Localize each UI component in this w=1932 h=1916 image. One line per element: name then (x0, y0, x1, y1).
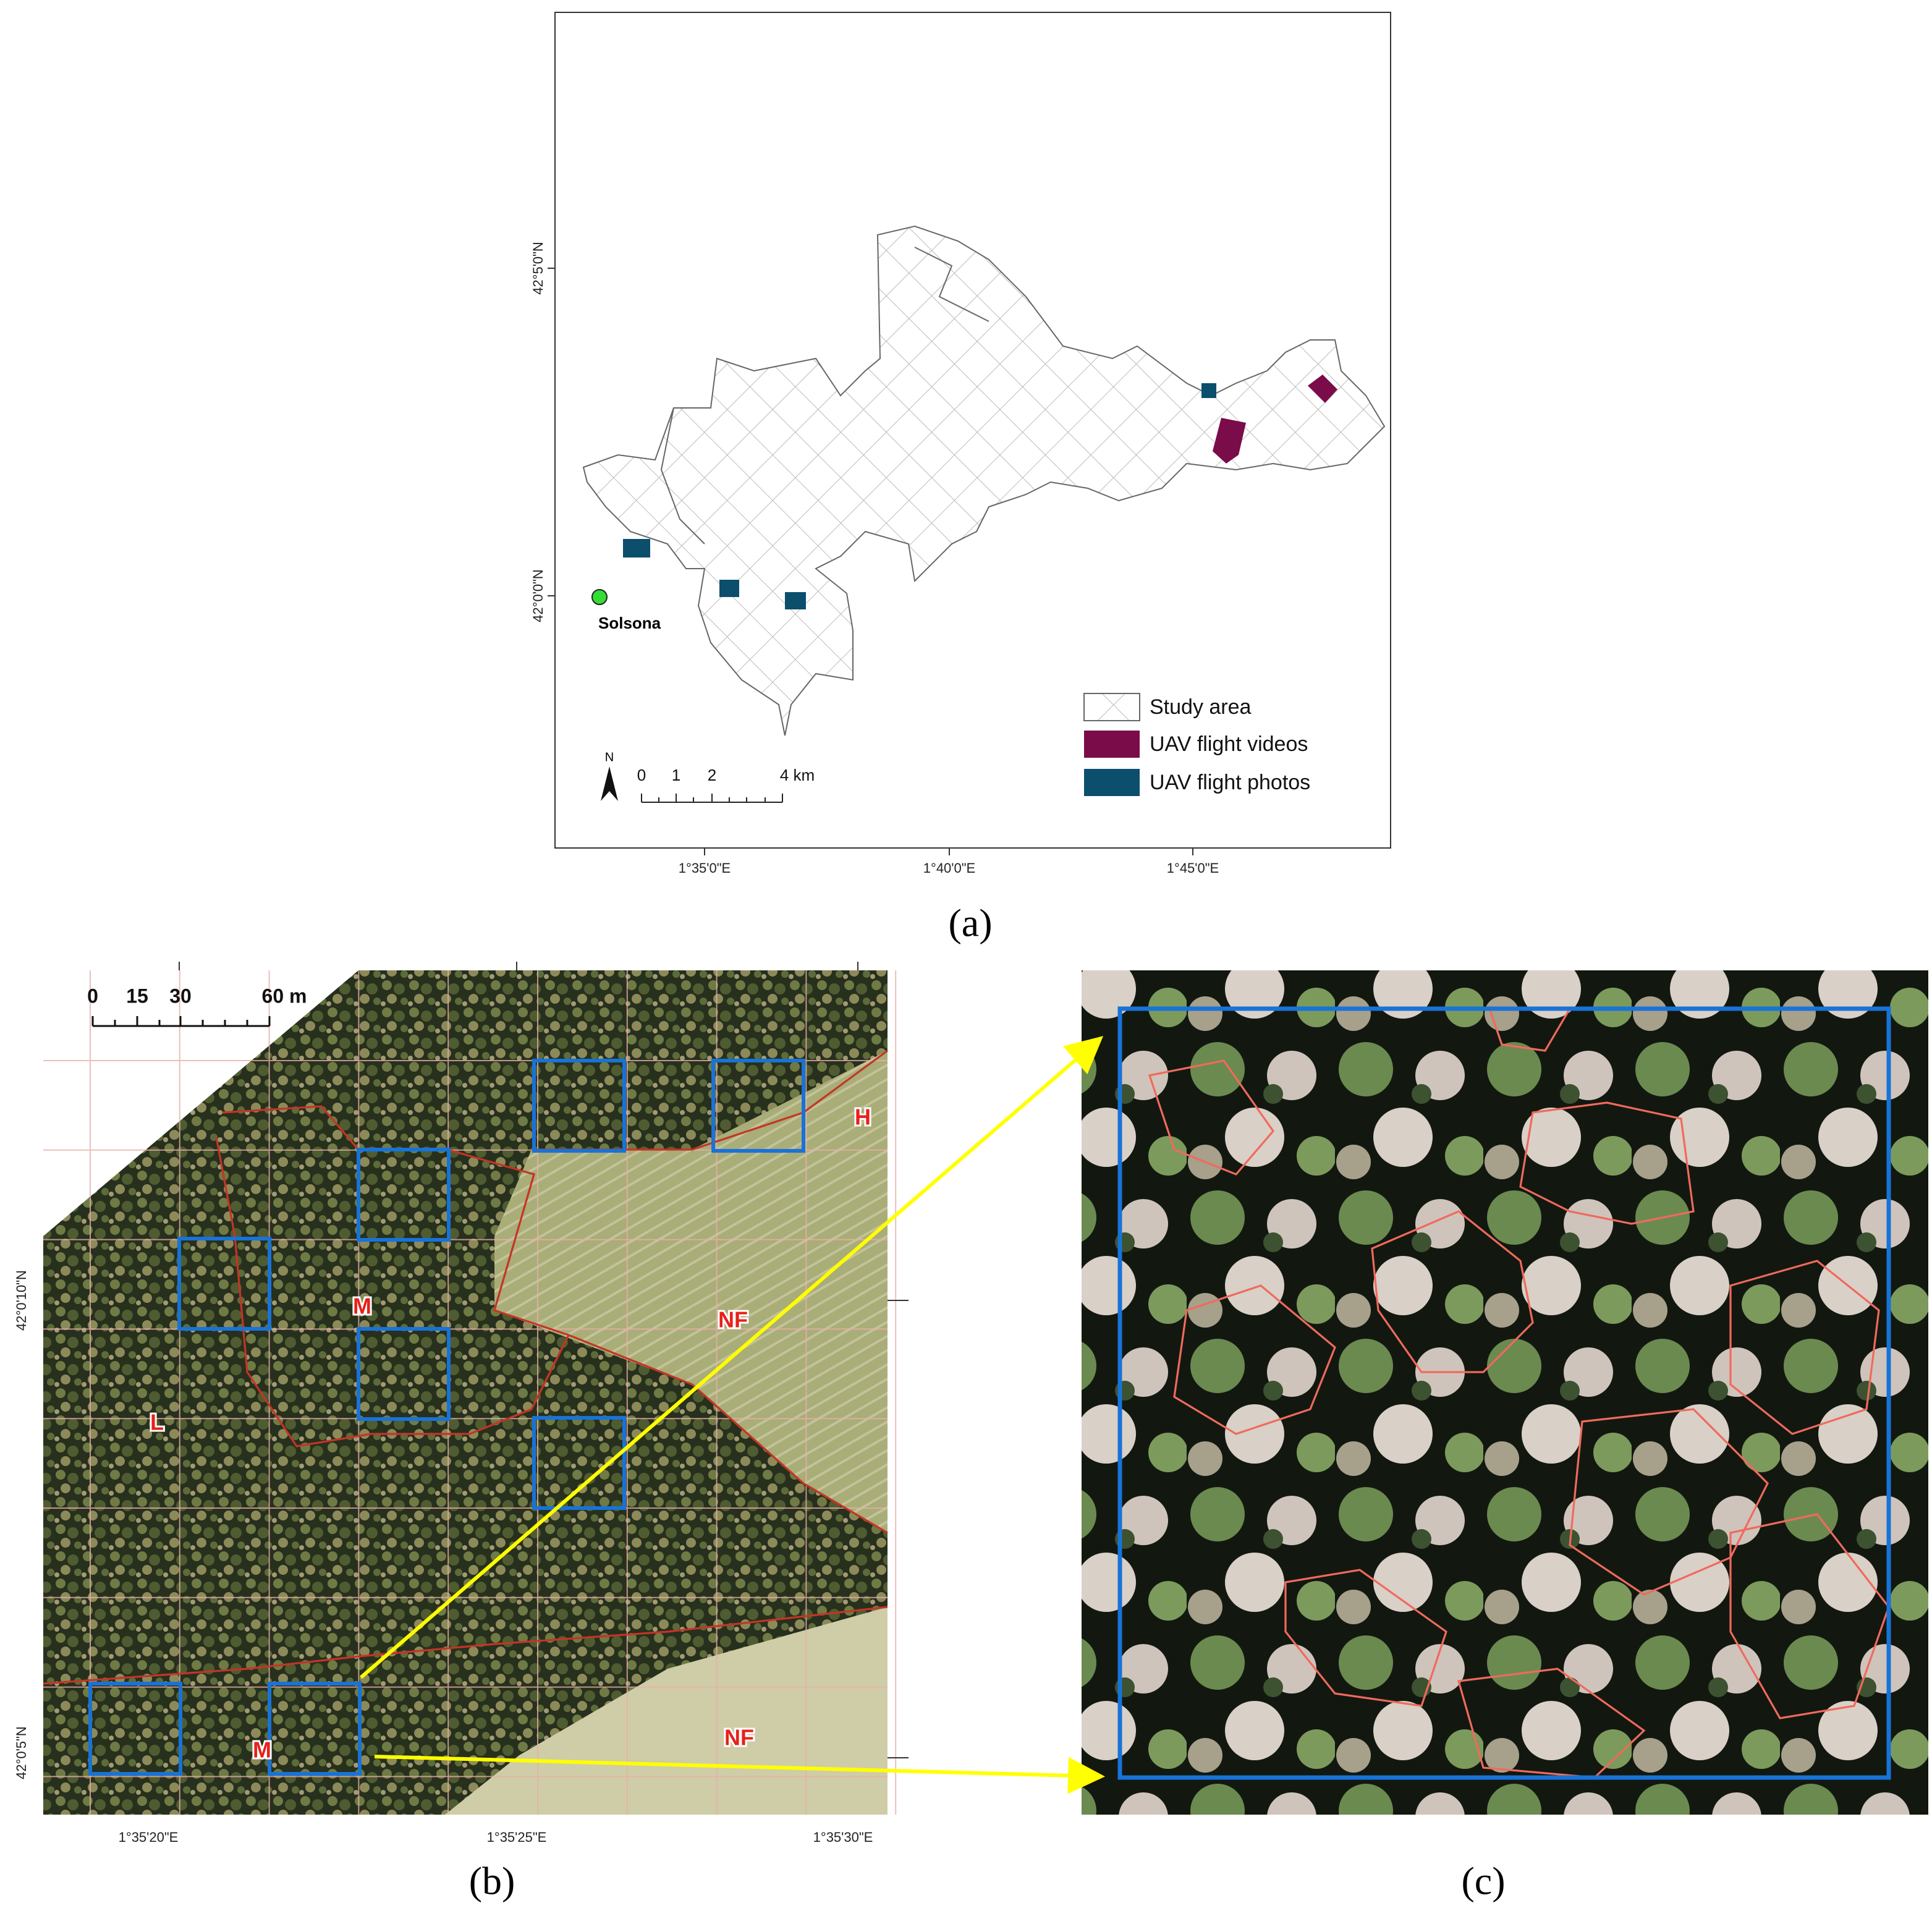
shape (1173, 1284, 1336, 1435)
lat-label: 42°0'0"N (530, 569, 546, 622)
photo-site (719, 580, 739, 597)
scale-label: 4 km (780, 766, 815, 784)
shape (914, 247, 989, 322)
shape (1519, 1101, 1695, 1225)
study-area (582, 225, 1386, 736)
shape (660, 407, 705, 545)
shape (43, 1606, 888, 1685)
crown-outlines (1148, 1007, 1890, 1779)
zone-label: L (150, 1410, 164, 1435)
field (494, 1051, 888, 1533)
shape (88, 1682, 182, 1776)
lon-label: 1°40'0"E (923, 860, 975, 876)
arrow (360, 1036, 1104, 1679)
town-marker (591, 589, 608, 605)
lon-label: 1°45'0"E (1167, 860, 1219, 876)
scale-bar (641, 794, 783, 803)
arrow (374, 1755, 1105, 1794)
legend-swatch (1083, 693, 1140, 721)
north-label: N (605, 750, 614, 764)
lon-label: 1°35'30"E (813, 1829, 873, 1845)
lat-label: 42°5'0"N (530, 242, 546, 295)
legend-label: Study area (1150, 695, 1252, 719)
panel-b: H M NF L M NF 0 15 30 60 m 1°35'20"E 1°3… (14, 962, 909, 1903)
shape (711, 1059, 805, 1153)
legend-label: UAV flight photos (1150, 771, 1310, 794)
shape (357, 1327, 451, 1421)
caption: (b) (469, 1859, 515, 1903)
lat-label: 42°0'5"N (14, 1726, 29, 1779)
zone-label: M (353, 1294, 371, 1319)
zone-label: NF (724, 1725, 754, 1750)
zone-label: NF (718, 1307, 748, 1333)
scale-label: 2 (708, 766, 716, 784)
scale-label: 60 m (262, 985, 307, 1007)
legend-swatch (1084, 731, 1140, 758)
lat-label: 42°0'10"N (14, 1270, 29, 1331)
shape (177, 1237, 271, 1331)
caption: (a) (948, 901, 992, 945)
shape (532, 1416, 626, 1510)
shape (568, 1334, 888, 1534)
shape (1371, 1210, 1534, 1373)
no-data (43, 970, 358, 1236)
caption: (c) (1461, 1859, 1505, 1903)
shape (357, 1148, 451, 1242)
photo-site (785, 592, 806, 609)
legend-swatch (1084, 769, 1140, 796)
photo-site (1201, 383, 1216, 398)
zone-label: H (855, 1104, 871, 1130)
plots (88, 1059, 805, 1776)
panel-a: Solsona 42°5'0"N 42°0'0"N 1°35'0"E 1°40'… (530, 12, 1391, 945)
shape (1729, 1513, 1890, 1719)
scale-label: 1 (672, 766, 680, 784)
scale-label: 30 (169, 985, 192, 1007)
lon-label: 1°35'0"E (679, 860, 731, 876)
scale-label: 15 (126, 985, 148, 1007)
shape (1457, 1668, 1646, 1779)
shape (1284, 1569, 1447, 1707)
photo-site (623, 539, 650, 557)
place-label: Solsona (598, 614, 661, 632)
video-site (1213, 418, 1246, 464)
north-arrow (601, 766, 618, 801)
shape (1148, 1059, 1275, 1176)
shape (268, 1682, 362, 1776)
lon-label: 1°35'25"E (487, 1829, 547, 1845)
scale-label: 0 (87, 985, 98, 1007)
uav-image (1082, 970, 1928, 1815)
plot-outline (1117, 1006, 1891, 1780)
video-site (1308, 375, 1337, 403)
zone-label: M (253, 1737, 271, 1763)
shape (1729, 1260, 1880, 1435)
scale-bar (91, 1016, 271, 1027)
panel-c: (c) (1082, 970, 1928, 1903)
lon-label: 1°35'20"E (119, 1829, 179, 1845)
legend-label: UAV flight videos (1150, 732, 1308, 756)
shape (532, 1059, 626, 1153)
scale-label: 0 (637, 766, 646, 784)
